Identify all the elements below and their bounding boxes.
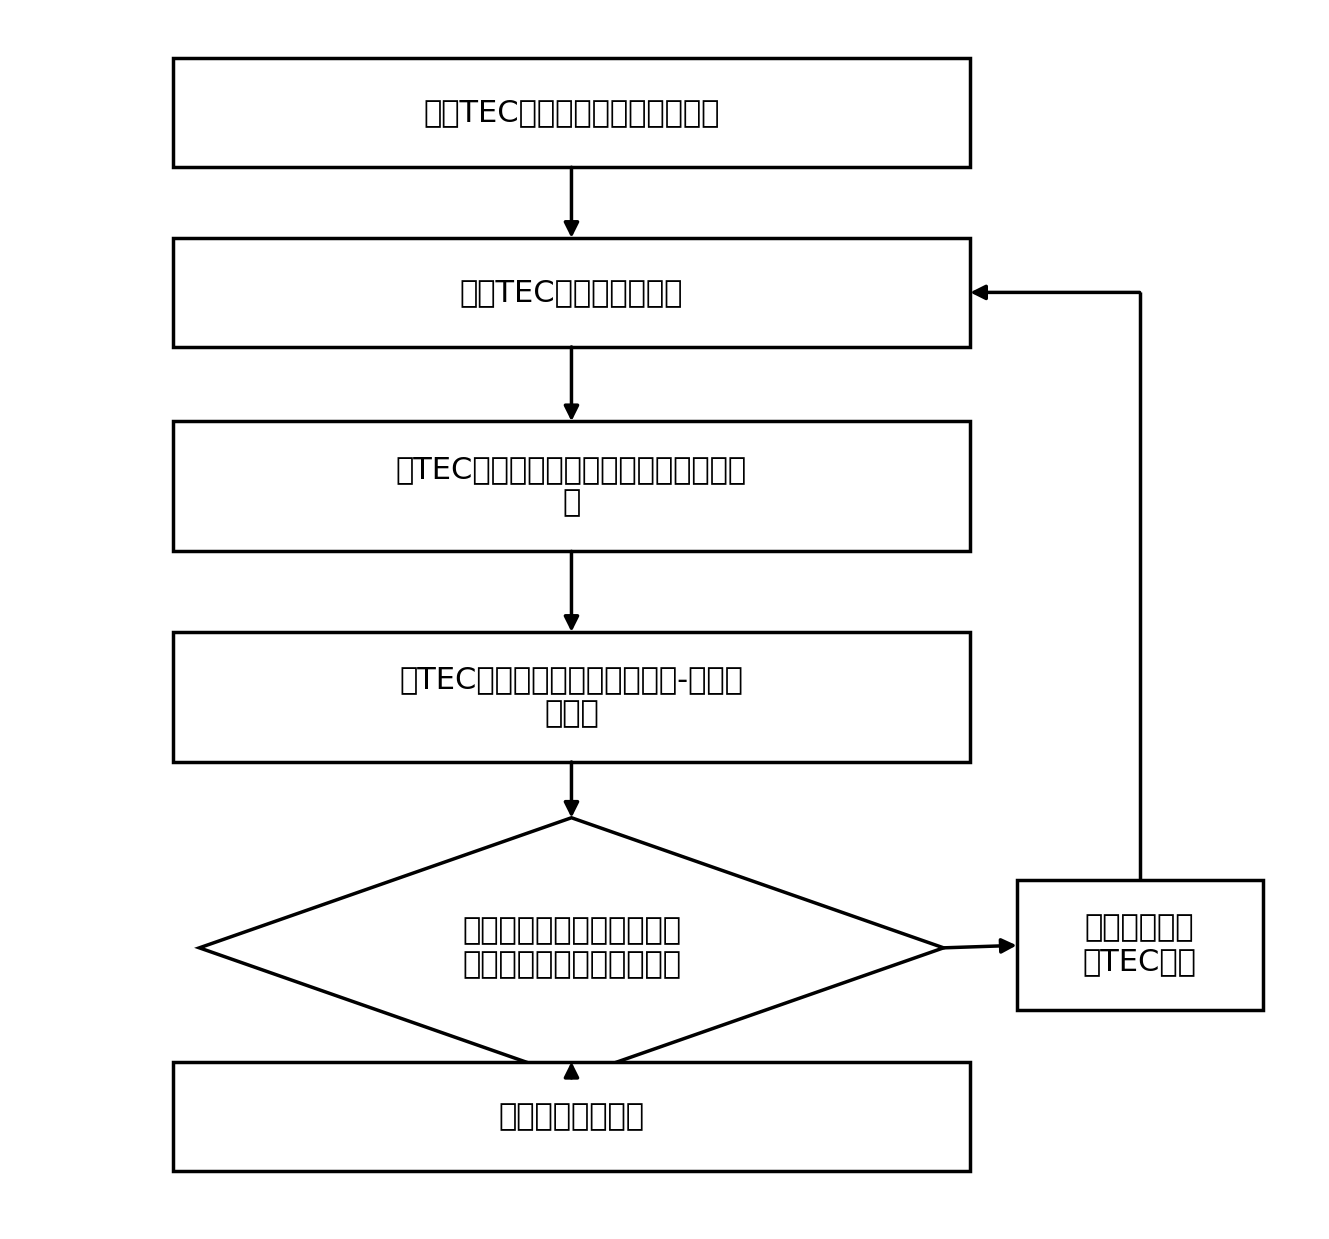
Text: 修改参数，优
化TEC芯片: 修改参数，优 化TEC芯片 (1083, 913, 1196, 976)
Polygon shape (199, 818, 944, 1078)
Text: 保存最优合理参数: 保存最优合理参数 (498, 1101, 645, 1131)
Bar (1017, 880, 1263, 1010)
Text: 获取TEC芯片外部及内部几何尺寸: 获取TEC芯片外部及内部几何尺寸 (423, 98, 720, 128)
Bar (173, 632, 970, 762)
Text: 构建TEC芯片的三维模型: 构建TEC芯片的三维模型 (460, 278, 683, 307)
Bar (173, 421, 970, 551)
Text: 对TEC芯片的三维模型进行有限元网格划
分: 对TEC芯片的三维模型进行有限元网格划 分 (396, 455, 747, 518)
Bar (173, 58, 970, 167)
Text: 对TEC芯片的有限元模型进行电-热耦合
场分析: 对TEC芯片的有限元模型进行电-热耦合 场分析 (400, 665, 743, 729)
Bar (173, 1062, 970, 1171)
Bar (173, 238, 970, 347)
Text: 获取仿真数据，与预设结果
对比分析，判断是否相符合: 获取仿真数据，与预设结果 对比分析，判断是否相符合 (462, 917, 680, 979)
